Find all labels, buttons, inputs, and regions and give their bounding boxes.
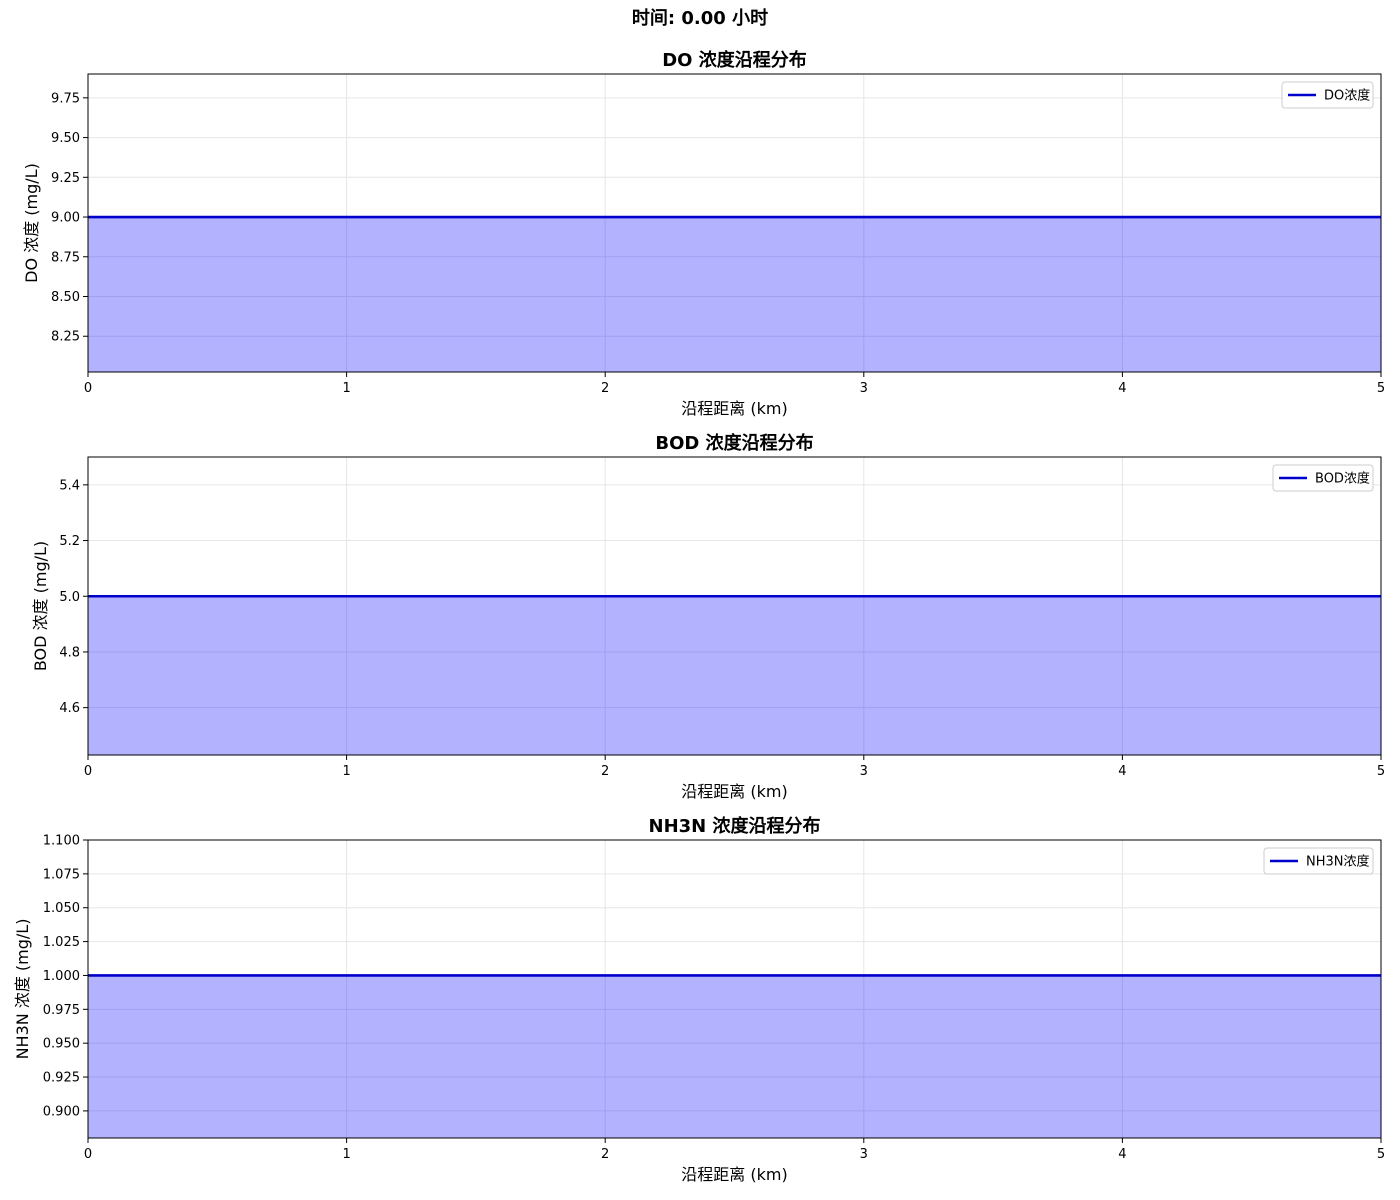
chart-title: NH3N 浓度沿程分布 <box>649 815 821 837</box>
chart-title: BOD 浓度沿程分布 <box>655 432 813 454</box>
legend: NH3N浓度 <box>1263 847 1374 875</box>
chart-do: 0 1 2 3 4 5 8.25 8.50 8.75 9.00 9.25 9.50 9.75 DO 浓度沿… <box>22 49 1385 418</box>
x-tick-label: 1 <box>342 381 350 396</box>
y-tick-label: 5.4 <box>59 478 80 493</box>
y-tick-label: 5.2 <box>59 534 80 549</box>
legend-box <box>1272 464 1374 492</box>
y-tick-label: 8.50 <box>51 290 80 305</box>
y-axis-label: DO 浓度 (mg/L) <box>22 163 41 283</box>
y-tick-label: 4.6 <box>59 701 80 716</box>
legend-label: NH3N浓度 <box>1306 854 1370 870</box>
y-tick-label: 4.8 <box>59 645 80 660</box>
y-tick-label: 0.925 <box>43 1071 80 1086</box>
y-tick-label: 1.025 <box>43 935 80 950</box>
x-tick-label: 5 <box>1377 764 1385 779</box>
x-tick-label: 0 <box>84 381 92 396</box>
y-tick-label: 8.75 <box>51 250 80 265</box>
x-tick-label: 4 <box>1118 381 1126 396</box>
axes-frame <box>87 73 1382 373</box>
x-tick-label: 2 <box>601 381 609 396</box>
y-tick-label: 9.25 <box>51 171 80 186</box>
x-tick-label: 4 <box>1118 764 1126 779</box>
x-tick-label: 5 <box>1377 381 1385 396</box>
chart-nh3n: 0 1 2 3 4 5 0.900 0.925 0.950 0.975 1.000 1.025 1.05… <box>13 815 1385 1184</box>
y-tick-label: 9.50 <box>51 131 80 146</box>
x-tick-label: 0 <box>84 764 92 779</box>
legend-box <box>1263 847 1374 875</box>
y-tick-label: 0.900 <box>43 1104 80 1119</box>
legend: BOD浓度 <box>1272 464 1374 492</box>
x-tick-label: 4 <box>1118 1147 1126 1162</box>
y-tick-label: 9.00 <box>51 211 80 226</box>
y-axis-label: NH3N 浓度 (mg/L) <box>13 919 32 1060</box>
chart-title: DO 浓度沿程分布 <box>662 49 807 71</box>
y-axis-label: BOD 浓度 (mg/L) <box>31 541 50 671</box>
x-tick-label: 2 <box>601 1147 609 1162</box>
series-fill-area <box>88 217 1381 372</box>
y-tick-label: 8.25 <box>51 330 80 345</box>
x-tick-label: 2 <box>601 764 609 779</box>
legend-label: BOD浓度 <box>1315 471 1370 487</box>
x-tick-label: 3 <box>860 764 868 779</box>
legend: DO浓度 <box>1281 81 1374 109</box>
y-tick-label: 1.100 <box>43 834 80 849</box>
legend-box <box>1281 81 1374 109</box>
x-tick-label: 3 <box>860 1147 868 1162</box>
y-tick-label: 0.950 <box>43 1037 80 1052</box>
y-tick-label: 1.075 <box>43 867 80 882</box>
y-tick-label: 0.975 <box>43 1003 80 1018</box>
y-tick-label: 5.0 <box>59 590 80 605</box>
series-fill-area <box>88 975 1381 1138</box>
x-axis-label: 沿程距离 (km) <box>681 399 787 418</box>
figure-suptitle: 时间: 0.00 小时 <box>632 8 768 29</box>
x-tick-label: 1 <box>342 764 350 779</box>
x-axis-label: 沿程距离 (km) <box>681 782 787 801</box>
axes-frame <box>87 839 1382 1139</box>
legend-label: DO浓度 <box>1324 88 1370 104</box>
y-tick-label: 1.050 <box>43 901 80 916</box>
x-axis-label: 沿程距离 (km) <box>681 1165 787 1184</box>
series-fill-area <box>88 596 1381 755</box>
x-tick-label: 5 <box>1377 1147 1385 1162</box>
axes-frame <box>87 456 1382 756</box>
x-tick-label: 0 <box>84 1147 92 1162</box>
y-tick-label: 9.75 <box>51 91 80 106</box>
x-tick-label: 3 <box>860 381 868 396</box>
y-tick-label: 1.000 <box>43 969 80 984</box>
x-tick-label: 1 <box>342 1147 350 1162</box>
